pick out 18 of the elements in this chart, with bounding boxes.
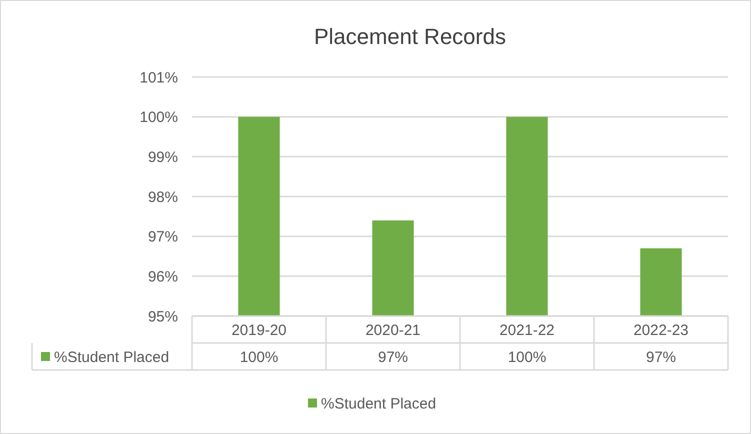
y-tick-label: 97% bbox=[148, 228, 178, 246]
legend-label: %Student Placed bbox=[54, 348, 170, 366]
y-tick-label: 100% bbox=[140, 109, 178, 126]
chart-title: Placement Records bbox=[314, 24, 506, 49]
x-tick-label: 2019-20 bbox=[231, 322, 287, 339]
y-tick-label: 99% bbox=[148, 148, 178, 166]
data-label: 97% bbox=[646, 348, 676, 366]
y-tick-label: 96% bbox=[148, 268, 178, 286]
data-label: 97% bbox=[378, 348, 408, 366]
data-label: 100% bbox=[240, 348, 278, 366]
x-tick-label: 2022-23 bbox=[633, 322, 689, 339]
y-tick-label: 101% bbox=[140, 69, 178, 86]
y-tick-label: 95% bbox=[148, 308, 178, 326]
data-label: 100% bbox=[508, 348, 546, 366]
x-tick-label: 2021-22 bbox=[499, 322, 555, 339]
y-tick-label: 98% bbox=[148, 188, 178, 206]
text: %Student Placed bbox=[321, 395, 436, 412]
x-tick-label: 2020-21 bbox=[365, 322, 421, 339]
